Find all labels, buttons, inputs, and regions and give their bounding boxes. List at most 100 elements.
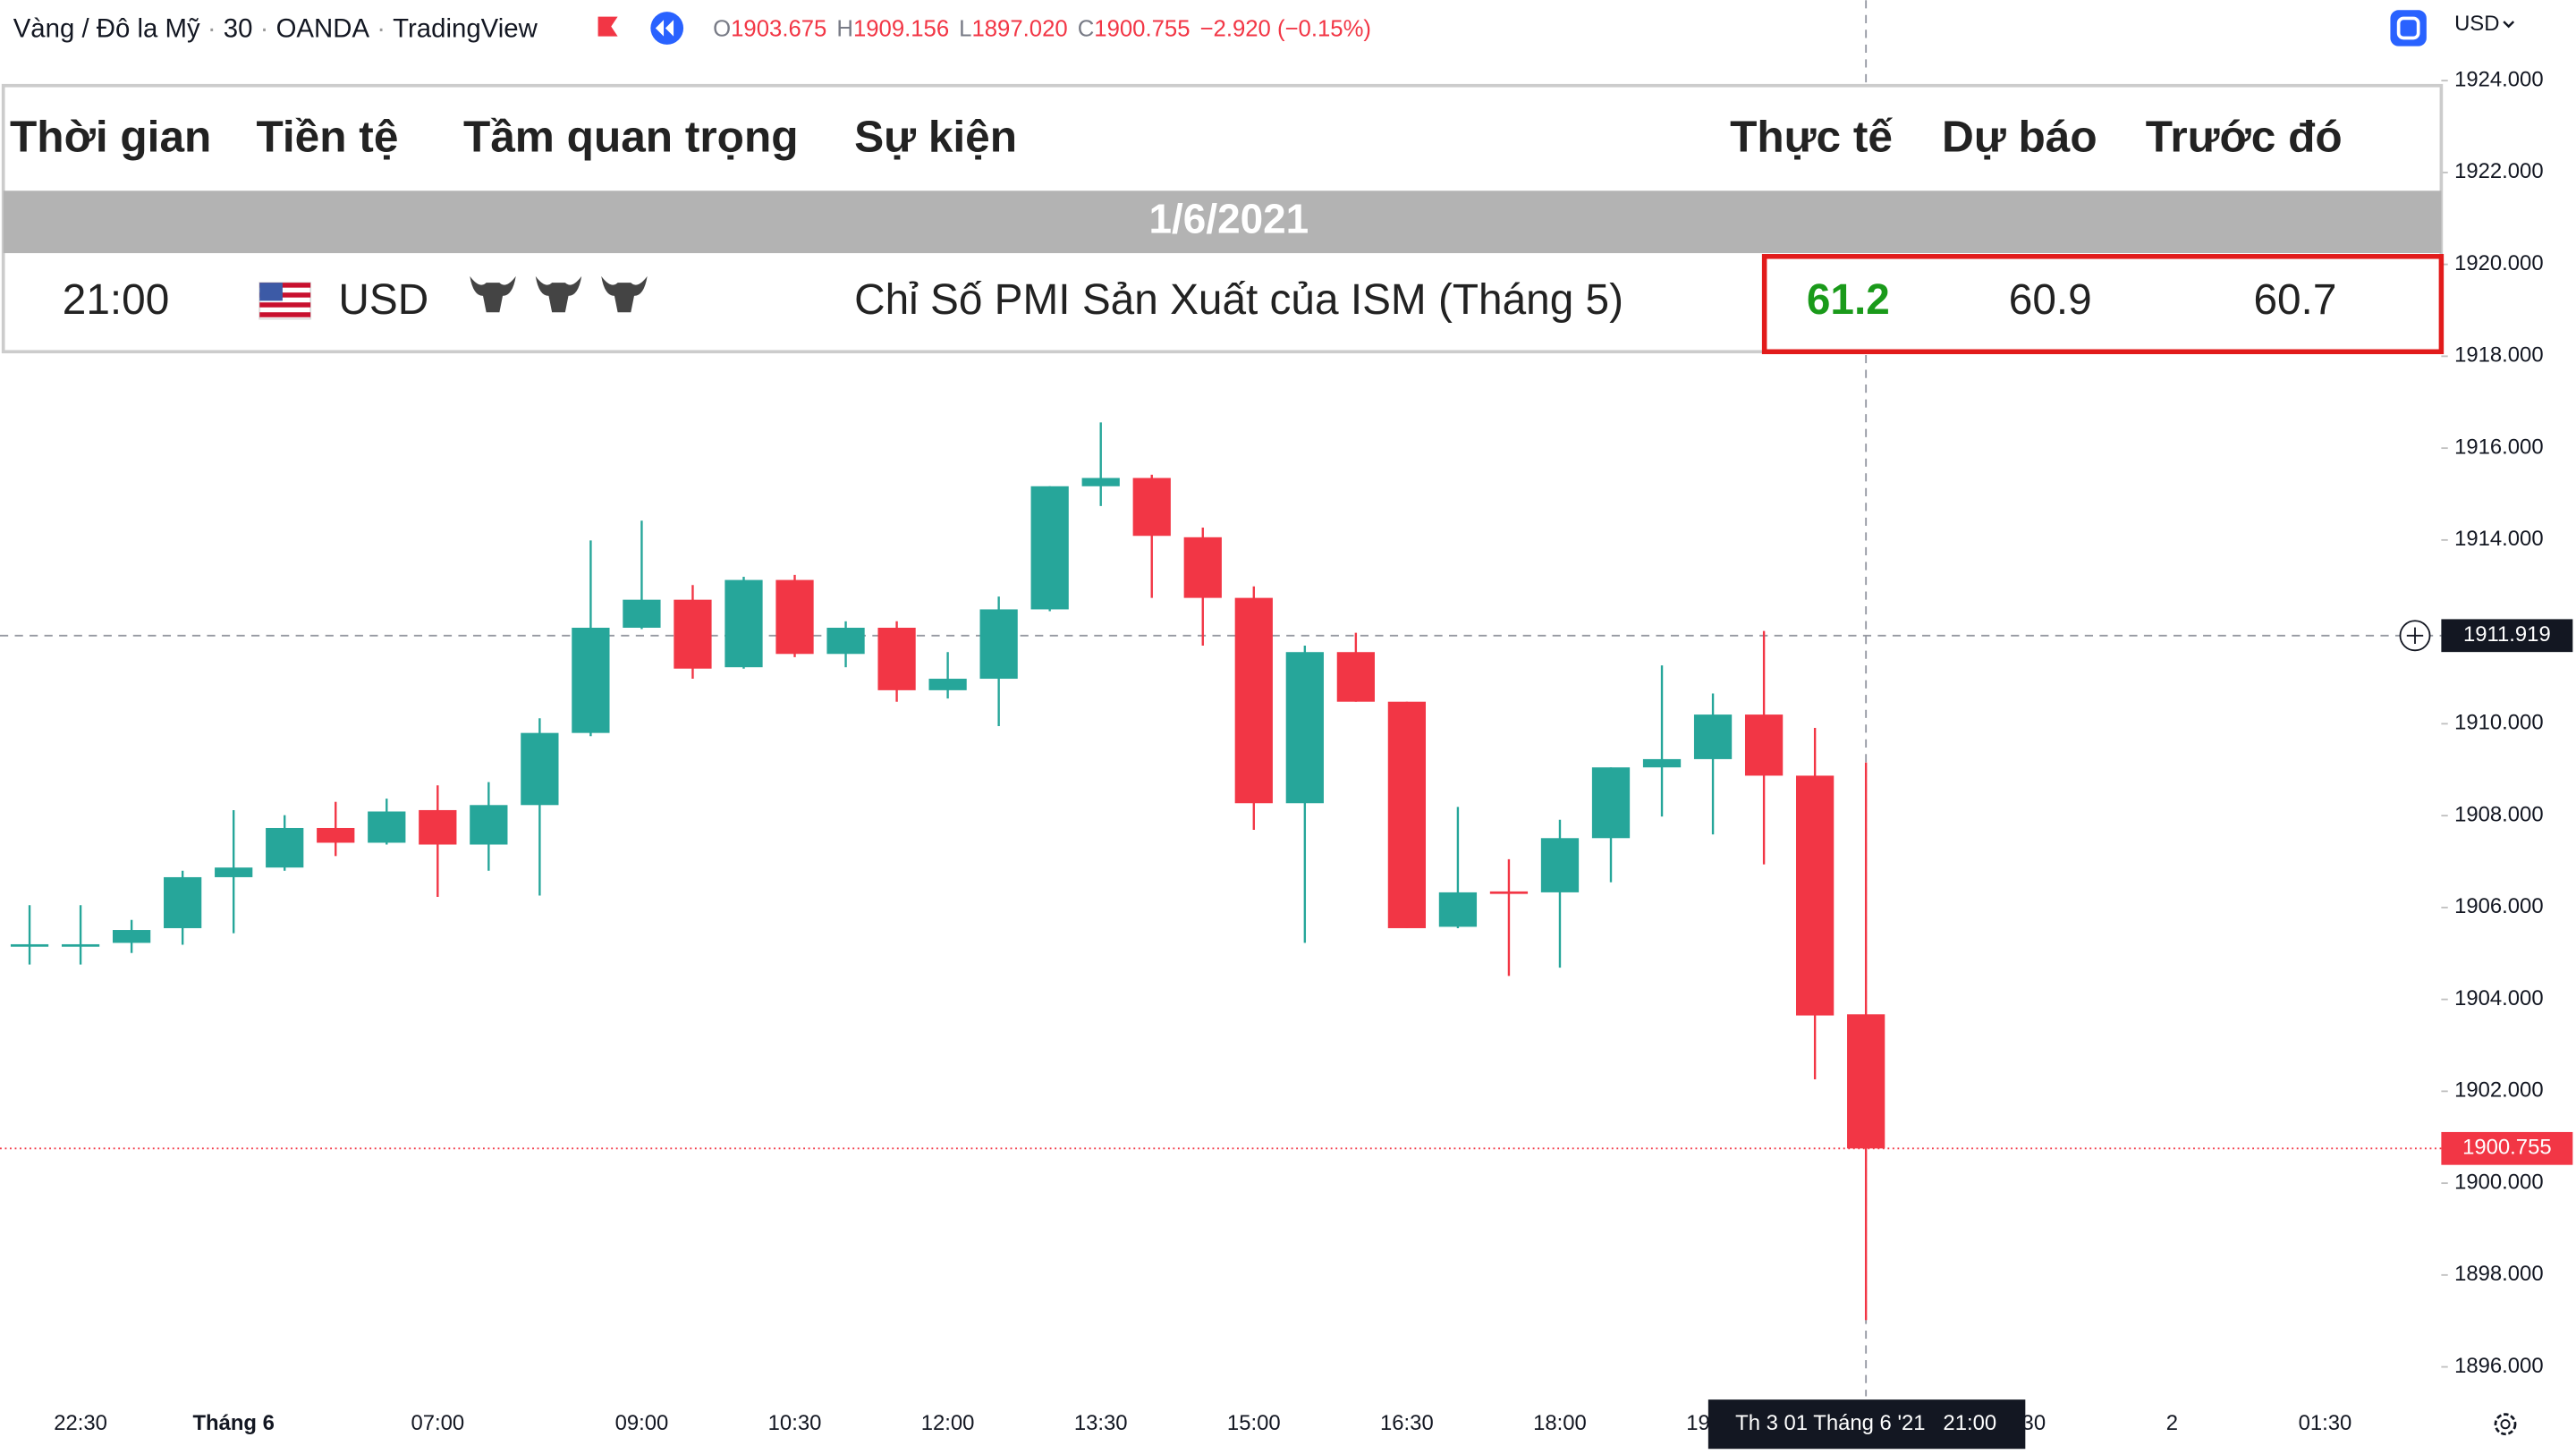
candle-body: [1642, 758, 1682, 768]
y-tick-label: 1906.000: [2454, 894, 2544, 918]
x-tick-label: 16:30: [1380, 1411, 1434, 1435]
settings-button[interactable]: [2390, 10, 2427, 46]
y-tick-label: 1910.000: [2454, 711, 2544, 735]
symbol-line: Vàng / Đô la Mỹ · 30 · OANDA · TradingVi…: [13, 13, 538, 43]
x-tick-label: 18:00: [1533, 1411, 1587, 1435]
column-header: Thời gian: [10, 111, 211, 161]
sep: ·: [369, 13, 393, 43]
candle-body: [1489, 891, 1529, 894]
candle-body: [1030, 486, 1069, 610]
last-price-box: [2441, 1131, 2573, 1165]
flag-icon[interactable]: [597, 16, 618, 37]
plot-area: 1896.000 1898.000 1900.000 1902.000 1904.000…: [0, 0, 2544, 1435]
candle-body: [1183, 537, 1222, 598]
candle-body: [368, 811, 406, 843]
x-tick-label: 22:30: [54, 1411, 107, 1435]
candle-body: [215, 867, 253, 877]
candle-body: [164, 876, 202, 928]
candle-body: [1387, 701, 1427, 928]
us-flag: [258, 282, 312, 320]
column-header: Tiền tệ: [257, 111, 399, 161]
candle-body: [826, 627, 865, 655]
currency[interactable]: USD: [2454, 12, 2499, 36]
candle-body: [979, 609, 1018, 680]
candle-body: [1081, 478, 1120, 486]
candle-body: [1132, 478, 1171, 537]
currency-caret: [2503, 21, 2515, 29]
cell-currency: USD: [338, 276, 428, 324]
candle-body: [775, 579, 814, 655]
candle-body: [1438, 892, 1478, 927]
candle-body: [61, 943, 100, 947]
candle-body: [419, 809, 457, 845]
candle-body: [928, 679, 967, 690]
candle-body: [266, 827, 304, 868]
cell-time: 21:00: [63, 276, 170, 324]
x-tick-label: 2: [2166, 1411, 2178, 1435]
source: TradingView: [393, 13, 538, 43]
x-tick-label: 12:00: [921, 1411, 975, 1435]
importance-icons: [470, 275, 648, 313]
crosshair-time-box: [1707, 1399, 2026, 1450]
candle-body: [521, 732, 559, 806]
column-header: Dự báo: [1942, 111, 2097, 161]
y-tick-label: 1922.000: [2454, 159, 2544, 183]
y-tick-label: 1924.000: [2454, 67, 2544, 91]
column-header: Tầm quan trọng: [463, 111, 799, 161]
crosshair-time-label: Th 3 01 Tháng 6 '21 21:00: [1735, 1411, 1996, 1435]
x-tick-label: 15:00: [1227, 1411, 1281, 1435]
ohlc-value: 1897.020: [971, 16, 1067, 41]
date-label: 1/6/2021: [1149, 195, 1309, 241]
candle-body: [470, 805, 508, 845]
y-tick-label: 1916.000: [2454, 435, 2544, 459]
add-alert-glyph: [2406, 627, 2424, 644]
y-tick-label: 1902.000: [2454, 1078, 2544, 1103]
change: −2.920 (−0.15%): [1200, 16, 1371, 41]
cell-event: Chỉ Số PMI Sản Xuất của ISM (Tháng 5): [854, 276, 1623, 324]
overlay: 1911.919 1900.755 Th 3 01 Tháng 6 '21 21:0…: [1707, 619, 2573, 1450]
candle-body: [623, 599, 661, 628]
y-tick-label: 1908.000: [2454, 802, 2544, 826]
crosshair-price-label: 1911.919: [2463, 622, 2551, 647]
x-tick-label: 10:30: [768, 1411, 822, 1435]
last-price-label: 1900.755: [2462, 1136, 2552, 1160]
candle-body: [877, 627, 916, 690]
candle-body: [1285, 652, 1324, 804]
candle-body: [113, 930, 151, 943]
x-tick-label: 07:00: [411, 1411, 464, 1435]
y-tick-label: 1914.000: [2454, 527, 2544, 551]
y-tick-label: 1900.000: [2454, 1170, 2544, 1194]
x-tick-label: 01:30: [2299, 1411, 2352, 1435]
highlight-box: [1761, 254, 2445, 355]
ohlc-value: 1900.755: [1094, 16, 1190, 41]
interval: 30: [224, 13, 253, 43]
candle-body: [1744, 714, 1784, 776]
column-header: Sự kiện: [854, 111, 1017, 161]
y-tick-label: 1904.000: [2454, 986, 2544, 1010]
candle-body: [724, 579, 763, 668]
y-tick-label: 1896.000: [2454, 1354, 2544, 1378]
x-tick-label: 09:00: [615, 1411, 669, 1435]
sep: ·: [252, 13, 275, 43]
ohlc-key: C: [1078, 16, 1095, 41]
candle-body: [317, 827, 355, 843]
x-tick-label: Tháng 6: [192, 1411, 274, 1435]
candle-body: [572, 627, 610, 733]
cell-forecast: 60.9: [2009, 276, 2092, 324]
crosshair-price-box: [2441, 619, 2573, 653]
ohlc-legend: O1903.675 H1909.156 L1897.020 C1900.755 −2.9…: [713, 16, 1371, 41]
column-header: Trước đó: [2146, 111, 2343, 161]
candle-body: [1847, 1014, 1885, 1149]
candle-body: [10, 943, 49, 947]
candle-body: [1234, 597, 1273, 804]
y-tick-label: 1898.000: [2454, 1262, 2544, 1286]
candle-body: [1336, 652, 1375, 702]
candle-body: [674, 599, 712, 669]
candle-body: [1693, 714, 1733, 759]
sep: ·: [200, 13, 224, 43]
gear-icon[interactable]: [2494, 1413, 2517, 1436]
y-tick-label: 1920.000: [2454, 251, 2544, 275]
